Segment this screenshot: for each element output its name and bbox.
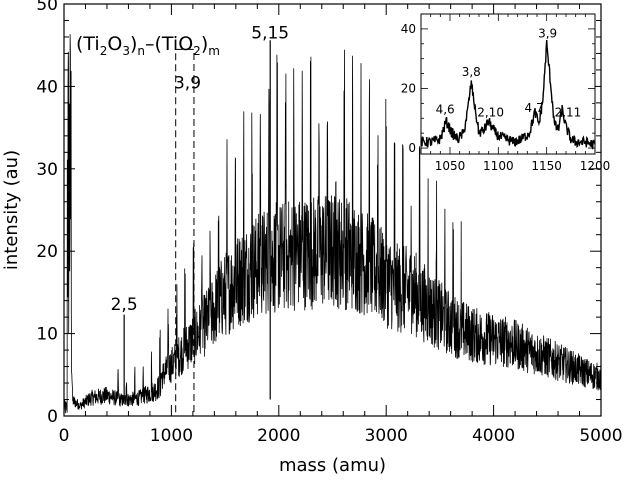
formula-part: O: [107, 33, 122, 55]
inset-peak-label-4-7: 4,7: [525, 101, 544, 115]
y-tick-label: 0: [47, 407, 58, 427]
x-tick-label: 5000: [579, 426, 622, 446]
inset-peak-label-3-9: 3,9: [538, 26, 557, 40]
inset-y-tick-label: 20: [401, 81, 416, 95]
formula-part: –: [145, 33, 155, 55]
inset-x-tick-label: 1150: [531, 159, 562, 173]
formula-part: ): [130, 33, 137, 55]
formula-part: (TiO: [155, 33, 194, 55]
inset-peak-label-2-11: 2,11: [555, 105, 582, 119]
x-tick-label: 1000: [150, 426, 193, 446]
y-tick-label: 40: [36, 77, 58, 97]
inset-x-tick-label: 1200: [580, 159, 611, 173]
y-axis-title: intensity (au): [1, 150, 22, 270]
inset-trace: [420, 40, 596, 150]
x-tick-label: 3000: [365, 426, 408, 446]
formula-part: 3: [122, 44, 130, 58]
formula-part: m: [208, 44, 220, 58]
x-tick-label: 4000: [472, 426, 515, 446]
peak-label-5-15: 5,15: [251, 23, 289, 43]
cluster-formula: (Ti2O3)n–(TiO2)m: [76, 33, 220, 58]
main-series-trace: [63, 34, 602, 414]
peak-label-3-9: 3,9: [174, 74, 201, 94]
y-tick-label: 10: [36, 325, 58, 345]
inset-chart: 1050 1100 1150 1200 0 20 40 4,6 3,8 2,10 4,7 3,9 2,1…: [401, 13, 611, 173]
formula-part: n: [137, 44, 145, 58]
zoom-region-box: [175, 48, 195, 417]
inset-y-tick-label: 0: [408, 141, 416, 155]
peak-label-2-5: 2,5: [111, 295, 138, 315]
inset-peak-label-2-10: 2,10: [477, 105, 504, 119]
inset-peak-label-4-6: 4,6: [436, 102, 455, 116]
x-axis-title: mass (amu): [279, 455, 386, 476]
y-tick-label: 30: [36, 160, 58, 180]
formula-part: (Ti: [76, 33, 100, 55]
inset-peak-label-3-8: 3,8: [462, 65, 481, 79]
y-tick-label: 50: [36, 0, 58, 15]
inset-x-tick-label: 1100: [483, 159, 514, 173]
x-tick-label: 0: [59, 426, 70, 446]
inset-y-tick-label: 40: [401, 22, 416, 36]
x-tick-label: 2000: [257, 426, 300, 446]
formula-part: ): [201, 33, 208, 55]
plot-frame: [63, 3, 602, 417]
intensity-trace: [63, 34, 602, 414]
y-tick-label: 20: [36, 242, 58, 262]
formula-part: 2: [100, 44, 108, 58]
main-annotations: 2,55,153,9(Ti2O3)n–(TiO2)m: [76, 22, 291, 417]
inset-x-tick-label: 1050: [435, 159, 466, 173]
formula-part: 2: [193, 44, 201, 58]
